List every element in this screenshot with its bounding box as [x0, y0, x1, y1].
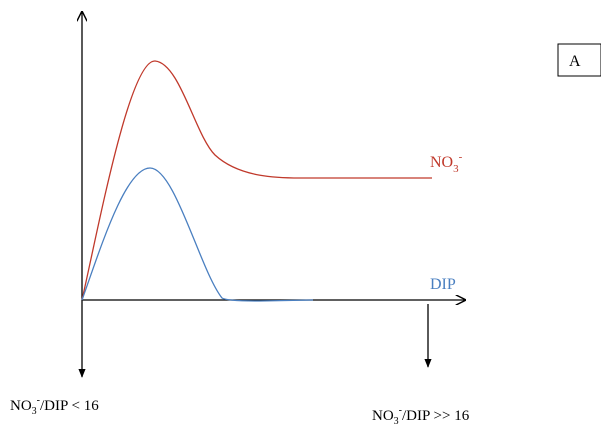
right-ratio-annotation: NO3-/DIP >> 16 [372, 405, 470, 426]
no3-series-label: NO3- [430, 151, 463, 175]
panel-label: A [569, 53, 581, 70]
left-ratio-annotation: NO3-/DIP < 16 [10, 395, 99, 417]
dip-curve [81, 167, 314, 302]
no3-curve [81, 60, 432, 301]
panel-label-box [557, 43, 601, 77]
dip-series-label: DIP [430, 276, 456, 293]
